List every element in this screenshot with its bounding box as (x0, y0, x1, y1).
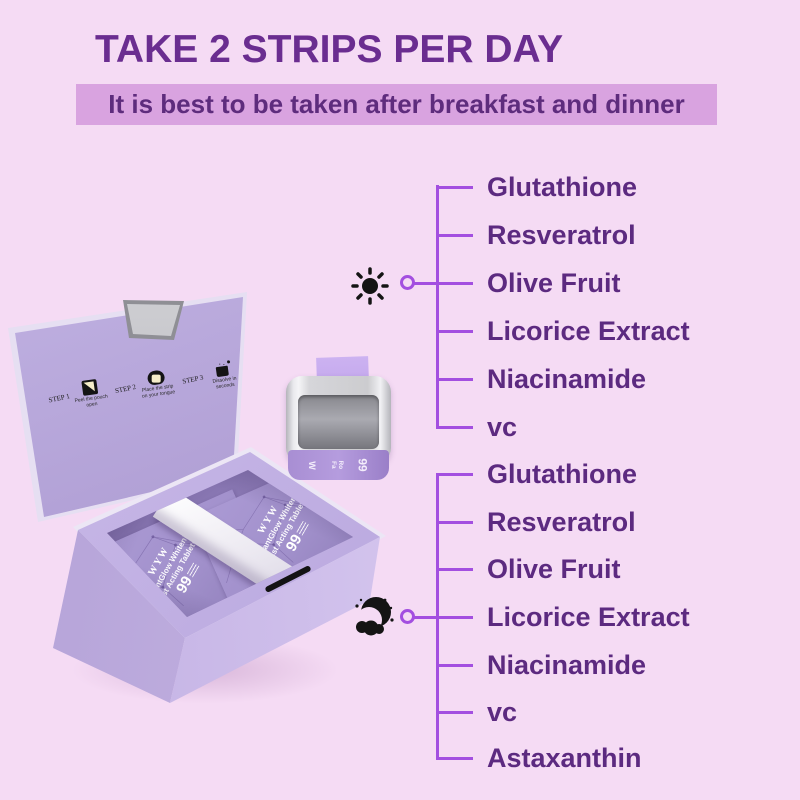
ingredient-item: Niacinamide (487, 364, 647, 394)
connector-line (436, 185, 439, 429)
connector-tick (437, 473, 473, 476)
connector-tick (437, 426, 473, 429)
connector-tick (437, 568, 473, 571)
step-2-caption: Place the strip on your tongue (141, 383, 176, 400)
strip-dispenser (286, 376, 391, 464)
ingredient-item: Licorice Extract (487, 316, 690, 346)
connector-tick (437, 330, 473, 333)
night-connector-dot (400, 609, 415, 624)
lid-thumb-notch-face (127, 304, 180, 336)
subtitle-text: It is best to be taken after breakfast a… (108, 89, 685, 119)
ingredient-item: Glutathione (487, 172, 637, 202)
dispenser-label: W Ro Fa 99 (288, 450, 389, 480)
connector-tick (437, 234, 473, 237)
ingredient-item: Olive Fruit (487, 268, 621, 298)
connector-line (414, 616, 473, 619)
ingredient-item: Resveratrol (487, 220, 636, 250)
step-3-label: STEP 3 (181, 373, 204, 386)
connector-line (414, 282, 473, 285)
dissolve-icon (214, 360, 232, 378)
fine-print-lines (296, 521, 309, 536)
tongue-strip-icon (146, 369, 166, 386)
ingredient-item: Glutathione (487, 459, 637, 489)
step-2-label: STEP 2 (114, 382, 138, 395)
connector-tick (437, 664, 473, 667)
ingredient-item: Resveratrol (487, 507, 636, 537)
step-1-label: STEP 1 (47, 392, 71, 405)
ingredient-item: Astaxanthin (487, 743, 642, 773)
connector-tick (437, 711, 473, 714)
peel-pouch-icon (81, 379, 99, 396)
connector-tick (437, 521, 473, 524)
sun-icon (350, 266, 390, 311)
ingredient-item: Olive Fruit (487, 554, 621, 584)
connector-line (436, 473, 439, 760)
step-1-caption: Peel the pouch open (74, 393, 109, 409)
subtitle-banner: It is best to be taken after breakfast a… (76, 84, 717, 125)
ingredient-item: Licorice Extract (487, 602, 690, 632)
dispenser-window (298, 395, 379, 449)
connector-tick (437, 378, 473, 381)
product-box-photo: STEP 1 Peel the pouch open STEP 2 Place … (0, 280, 440, 720)
ingredient-item: vc (487, 697, 518, 727)
fine-print-lines (186, 562, 199, 578)
ingredient-item: Niacinamide (487, 650, 647, 680)
connector-tick (437, 757, 473, 760)
dispenser-label-text: 99 (356, 458, 371, 472)
ingredient-item: vc (487, 412, 518, 442)
moon-icon (352, 594, 396, 645)
page-title: TAKE 2 STRIPS PER DAY (95, 28, 564, 71)
dispenser-label-text: Ro Fa (330, 460, 344, 470)
day-connector-dot (400, 275, 415, 290)
dispenser-label-text: W (306, 460, 317, 470)
connector-tick (437, 186, 473, 189)
step-3-caption: Dissolve in seconds (212, 375, 237, 391)
